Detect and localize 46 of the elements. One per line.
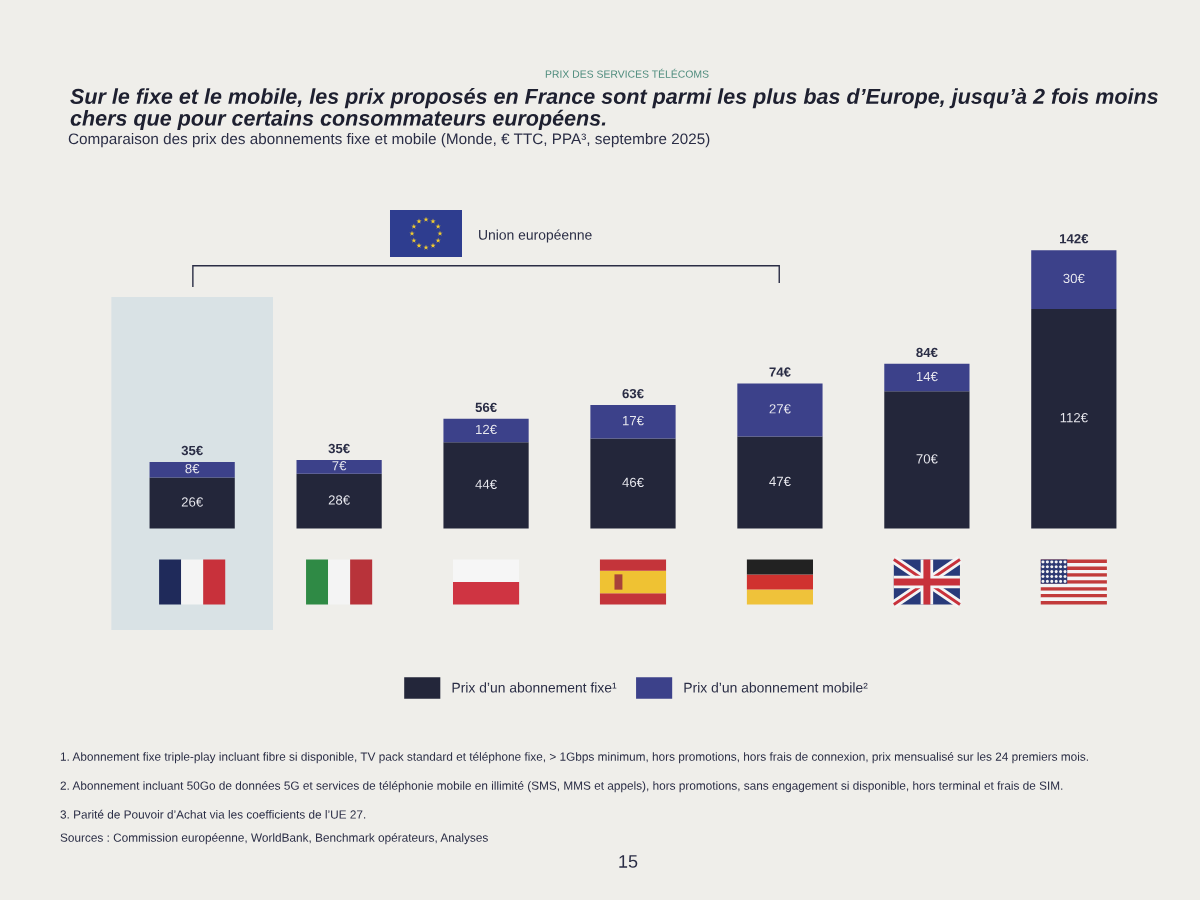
text: Union européenne (479, 229, 592, 243)
bar (149, 477, 235, 529)
data-label: 112€ (1060, 412, 1088, 423)
bar (296, 473, 382, 529)
data-label: 47€ (769, 476, 791, 487)
text: PRIX DES SERVICES TÉLÉCOMS (545, 68, 709, 78)
total-label: 35€ (181, 445, 203, 456)
text: 2. Abonnement incluant 50Go de données 5G et services de téléphonie mobile en illimité (SMS, MMS et appels), hors promotions, sans engagement si disponible, hors terminal et frais de SIM. (60, 781, 1063, 793)
bar (737, 383, 823, 437)
data-label: 26€ (181, 497, 203, 507)
legend-label: Prix d’un abonnement mobile² (684, 682, 868, 693)
data-label: 8€ (185, 463, 200, 474)
bar (443, 418, 529, 443)
bar (296, 459, 382, 474)
data-label: 17€ (623, 415, 644, 426)
data-label: 46€ (622, 477, 644, 488)
total-label: 35€ (328, 443, 350, 454)
data-label: 28€ (328, 495, 350, 505)
bar (1031, 308, 1117, 529)
total-label: 56€ (475, 402, 497, 413)
bar (590, 438, 676, 529)
total-label: 142€ (1059, 234, 1089, 244)
source-note: Sources : Commission européenne, WorldBank, Benchmark opérateurs, Analyses (60, 833, 488, 845)
total-label: 84€ (916, 347, 938, 358)
chart-subtitle: Comparaison des prix des abonnements fixe et mobile (Monde, € TTC, PPA³, septembre 2025) (68, 133, 710, 148)
bar (884, 391, 970, 529)
text: 15 (619, 855, 638, 868)
bar (443, 442, 529, 529)
bar (737, 436, 823, 529)
data-label: 70€ (916, 454, 938, 464)
text: 3. Parité de Pouvoir d’Achat via les coefficients de l’UE 27. (60, 809, 366, 819)
data-label: 7€ (332, 461, 347, 471)
data-label: 27€ (769, 404, 791, 414)
data-label: 44€ (475, 479, 497, 489)
bar (590, 405, 676, 439)
chart-title: Sur le fixe et le mobile, les prix proposés en France sont parmi les plus bas d’Europe, jusqu’à 2 fois moins chers que pour certains consommateurs européens. (70, 88, 1158, 131)
data-label: 30€ (1063, 273, 1085, 284)
data-label: 14€ (916, 371, 938, 382)
data-label: 12€ (476, 424, 497, 435)
bar (149, 461, 235, 478)
text: 1. Abonnement fixe triple-play incluant fibre si disponible, TV pack standard et téléphone fixe, > 1Gbps minimum, hors promotions, hors frais de connexion, prix mensualisé sur les 24 premiers mois. (60, 752, 1088, 764)
bar (884, 363, 970, 392)
total-label: 74€ (769, 367, 791, 377)
legend-label: Prix d’un abonnement fixe¹ (452, 682, 617, 693)
bar (1031, 250, 1117, 309)
total-label: 63€ (622, 388, 644, 399)
